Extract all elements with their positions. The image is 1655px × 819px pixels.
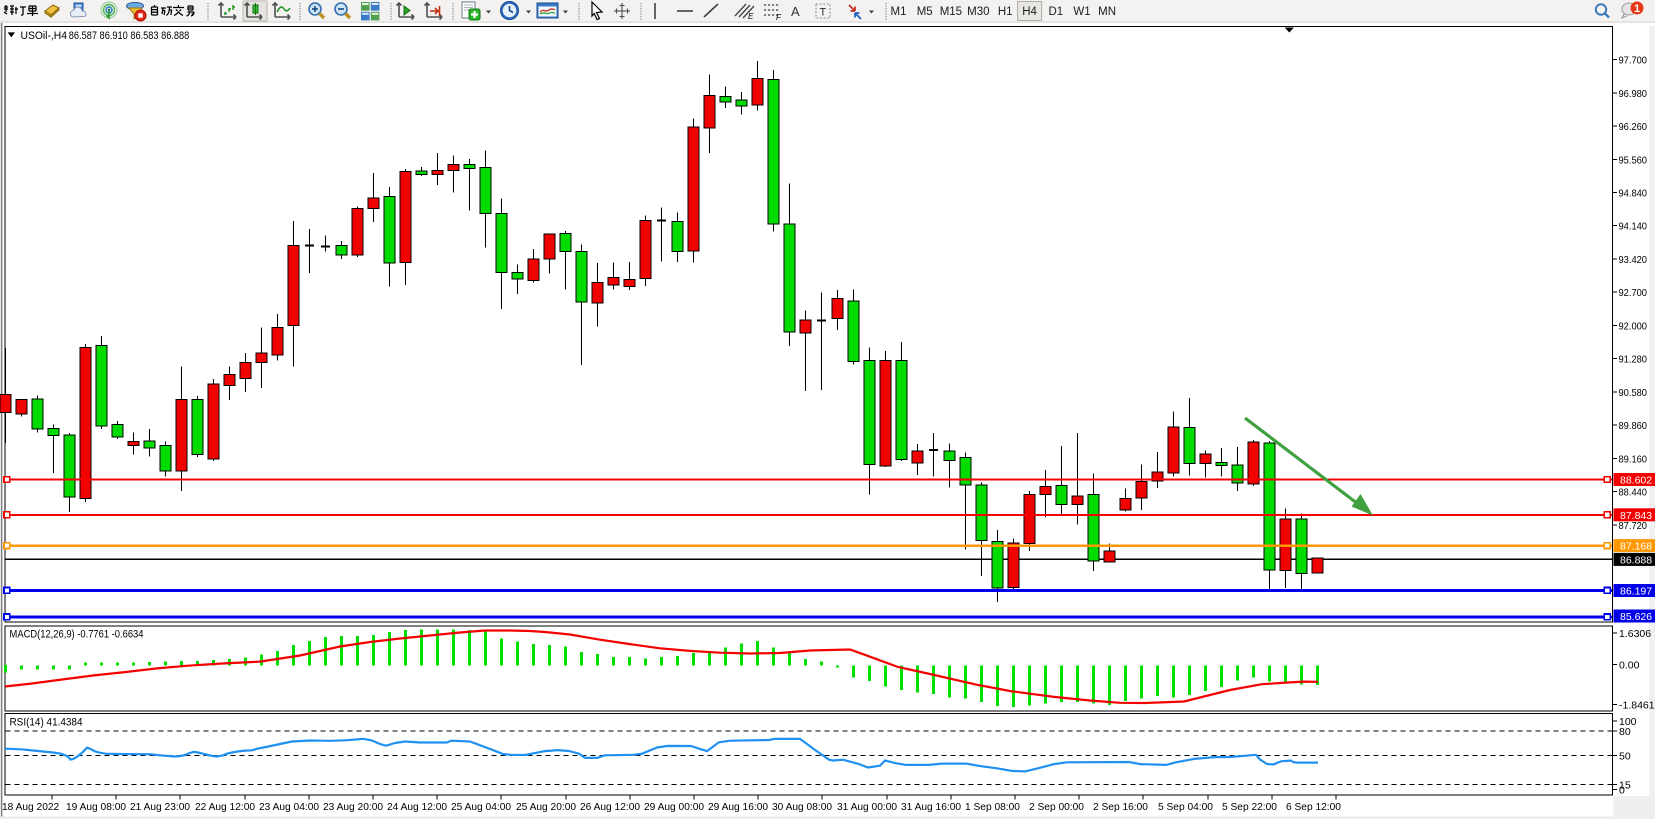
svg-text:96.980: 96.980 — [1619, 88, 1648, 100]
svg-text:92.700: 92.700 — [1619, 287, 1648, 299]
svg-text:87.720: 87.720 — [1619, 520, 1648, 532]
svg-text:0: 0 — [1619, 785, 1625, 797]
svg-text:94.840: 94.840 — [1619, 188, 1648, 200]
svg-text:86.888: 86.888 — [1620, 554, 1652, 566]
svg-text:23 Aug 04:00: 23 Aug 04:00 — [259, 802, 319, 813]
svg-text:15: 15 — [1619, 779, 1631, 791]
svg-text:100: 100 — [1619, 716, 1637, 728]
svg-text:86.197: 86.197 — [1620, 586, 1652, 598]
svg-text:26 Aug 12:00: 26 Aug 12:00 — [580, 802, 640, 813]
svg-text:31 Aug 16:00: 31 Aug 16:00 — [901, 802, 961, 813]
svg-text:89.160: 89.160 — [1619, 453, 1648, 465]
svg-text:30 Aug 08:00: 30 Aug 08:00 — [772, 802, 832, 813]
svg-text:H4: H4 — [1022, 6, 1037, 18]
svg-text:25 Aug 04:00: 25 Aug 04:00 — [451, 802, 511, 813]
svg-text:18 Aug 2022: 18 Aug 2022 — [2, 802, 60, 813]
svg-text:95.560: 95.560 — [1619, 154, 1648, 166]
svg-text:-1.8461: -1.8461 — [1619, 699, 1655, 711]
svg-text:96.260: 96.260 — [1619, 121, 1648, 133]
svg-text:A: A — [791, 4, 800, 19]
svg-text:M1: M1 — [891, 6, 907, 18]
svg-text:19 Aug 08:00: 19 Aug 08:00 — [66, 802, 126, 813]
svg-text:RSI(14) 41.4384: RSI(14) 41.4384 — [10, 717, 83, 729]
svg-text:6 Sep 12:00: 6 Sep 12:00 — [1286, 802, 1341, 813]
svg-text:25 Aug 20:00: 25 Aug 20:00 — [516, 802, 576, 813]
svg-text:88.440: 88.440 — [1619, 487, 1648, 499]
svg-text:1 Sep 08:00: 1 Sep 08:00 — [965, 802, 1020, 813]
svg-text:29 Aug 16:00: 29 Aug 16:00 — [708, 802, 768, 813]
svg-text:88.602: 88.602 — [1620, 475, 1652, 487]
svg-text:87.168: 87.168 — [1620, 541, 1652, 553]
svg-text:MACD(12,26,9) -0.7761 -0.6634: MACD(12,26,9) -0.7761 -0.6634 — [10, 629, 144, 641]
svg-text:22 Aug 12:00: 22 Aug 12:00 — [195, 802, 255, 813]
svg-text:24 Aug 12:00: 24 Aug 12:00 — [387, 802, 447, 813]
svg-text:5 Sep 04:00: 5 Sep 04:00 — [1158, 802, 1213, 813]
svg-text:50: 50 — [1619, 750, 1631, 762]
svg-text:94.140: 94.140 — [1619, 221, 1648, 233]
svg-text:97.700: 97.700 — [1619, 55, 1648, 67]
svg-text:5 Sep 22:00: 5 Sep 22:00 — [1222, 802, 1277, 813]
svg-text:85.626: 85.626 — [1620, 611, 1652, 623]
svg-text:21 Aug 23:00: 21 Aug 23:00 — [130, 802, 190, 813]
svg-text:80: 80 — [1619, 726, 1631, 738]
svg-text:F: F — [776, 13, 782, 22]
svg-text:89.860: 89.860 — [1619, 420, 1648, 432]
svg-text:29 Aug 00:00: 29 Aug 00:00 — [644, 802, 704, 813]
svg-text:86.587 86.910 86.583 86.888: 86.587 86.910 86.583 86.888 — [69, 30, 190, 42]
svg-text:H1: H1 — [998, 6, 1013, 18]
svg-text:E: E — [748, 12, 754, 21]
svg-text:0.00: 0.00 — [1619, 660, 1640, 672]
svg-text:M15: M15 — [940, 6, 962, 18]
svg-text:1.6306: 1.6306 — [1619, 628, 1651, 640]
svg-text:23 Aug 20:00: 23 Aug 20:00 — [323, 802, 383, 813]
svg-text:2 Sep 00:00: 2 Sep 00:00 — [1029, 802, 1084, 813]
svg-text:1: 1 — [1634, 3, 1640, 15]
svg-text:92.000: 92.000 — [1619, 320, 1648, 332]
svg-text:M5: M5 — [917, 6, 933, 18]
svg-text:31 Aug 00:00: 31 Aug 00:00 — [837, 802, 897, 813]
svg-text:90.580: 90.580 — [1619, 387, 1648, 399]
svg-text:87.843: 87.843 — [1620, 510, 1652, 522]
svg-text:W1: W1 — [1073, 6, 1090, 18]
svg-text:D1: D1 — [1048, 6, 1063, 18]
svg-text:T: T — [820, 7, 827, 19]
svg-text:2 Sep 16:00: 2 Sep 16:00 — [1093, 802, 1148, 813]
svg-text:M30: M30 — [967, 6, 989, 18]
svg-text:USOil-,H4: USOil-,H4 — [21, 30, 68, 42]
svg-text:MN: MN — [1098, 6, 1116, 18]
svg-text:91.280: 91.280 — [1619, 354, 1648, 366]
svg-text:93.420: 93.420 — [1619, 254, 1648, 266]
